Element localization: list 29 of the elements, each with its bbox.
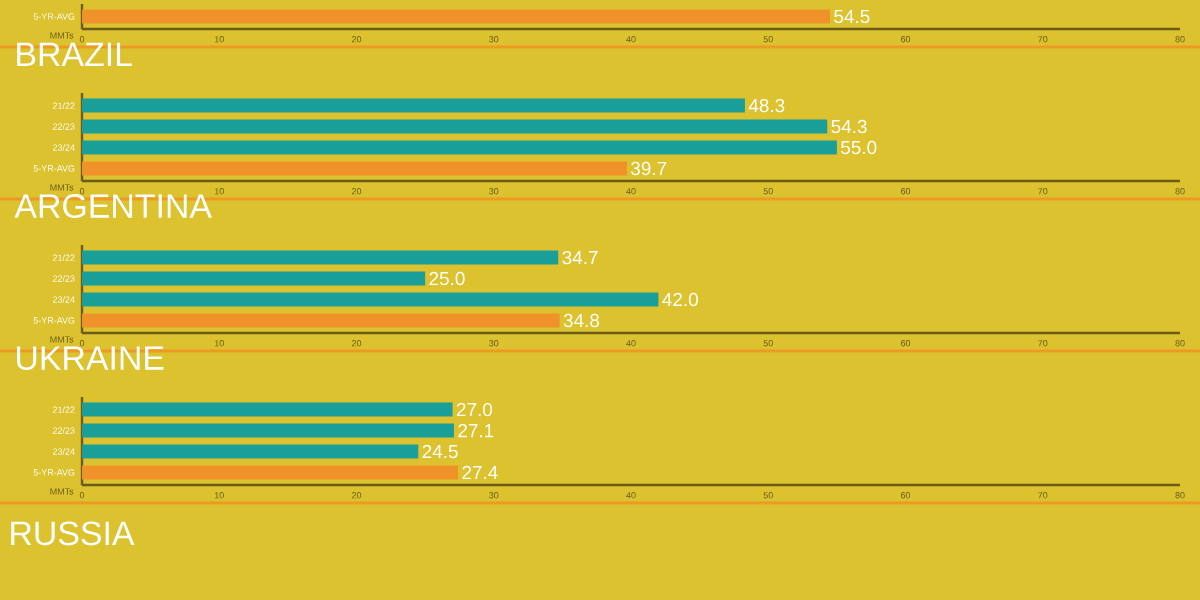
- chart-title: ARGENTINA: [14, 194, 212, 219]
- bar: [82, 140, 837, 155]
- bar: [82, 119, 828, 134]
- chart-title: BRAZIL: [17, 42, 132, 67]
- bar: [82, 423, 454, 438]
- data-label: 42.0: [662, 292, 698, 307]
- data-label: 34.8: [563, 313, 600, 328]
- data-label: 25.0: [429, 271, 465, 286]
- text: RUSSIA: [11, 521, 135, 546]
- bar: [82, 271, 426, 286]
- data-label: 54.5: [834, 9, 870, 24]
- bar: [82, 292, 659, 307]
- data-label: 39.7: [631, 161, 667, 176]
- data-label: 27.0: [456, 402, 493, 417]
- bar: [82, 465, 459, 480]
- bar: [82, 250, 559, 265]
- data-label: 27.4: [462, 465, 498, 480]
- data-label: 48.3: [748, 98, 785, 113]
- bar: [82, 98, 745, 113]
- bar: [82, 444, 419, 459]
- bar: [82, 161, 627, 176]
- chart-title: UKRAINE: [17, 346, 164, 371]
- data-label: 55.0: [841, 140, 877, 155]
- data-label: 24.5: [422, 444, 458, 459]
- data-label: 54.3: [831, 119, 867, 134]
- bar: [82, 402, 453, 417]
- data-label: 27.1: [458, 423, 494, 438]
- bar: [82, 313, 560, 328]
- data-label: 34.7: [562, 250, 598, 265]
